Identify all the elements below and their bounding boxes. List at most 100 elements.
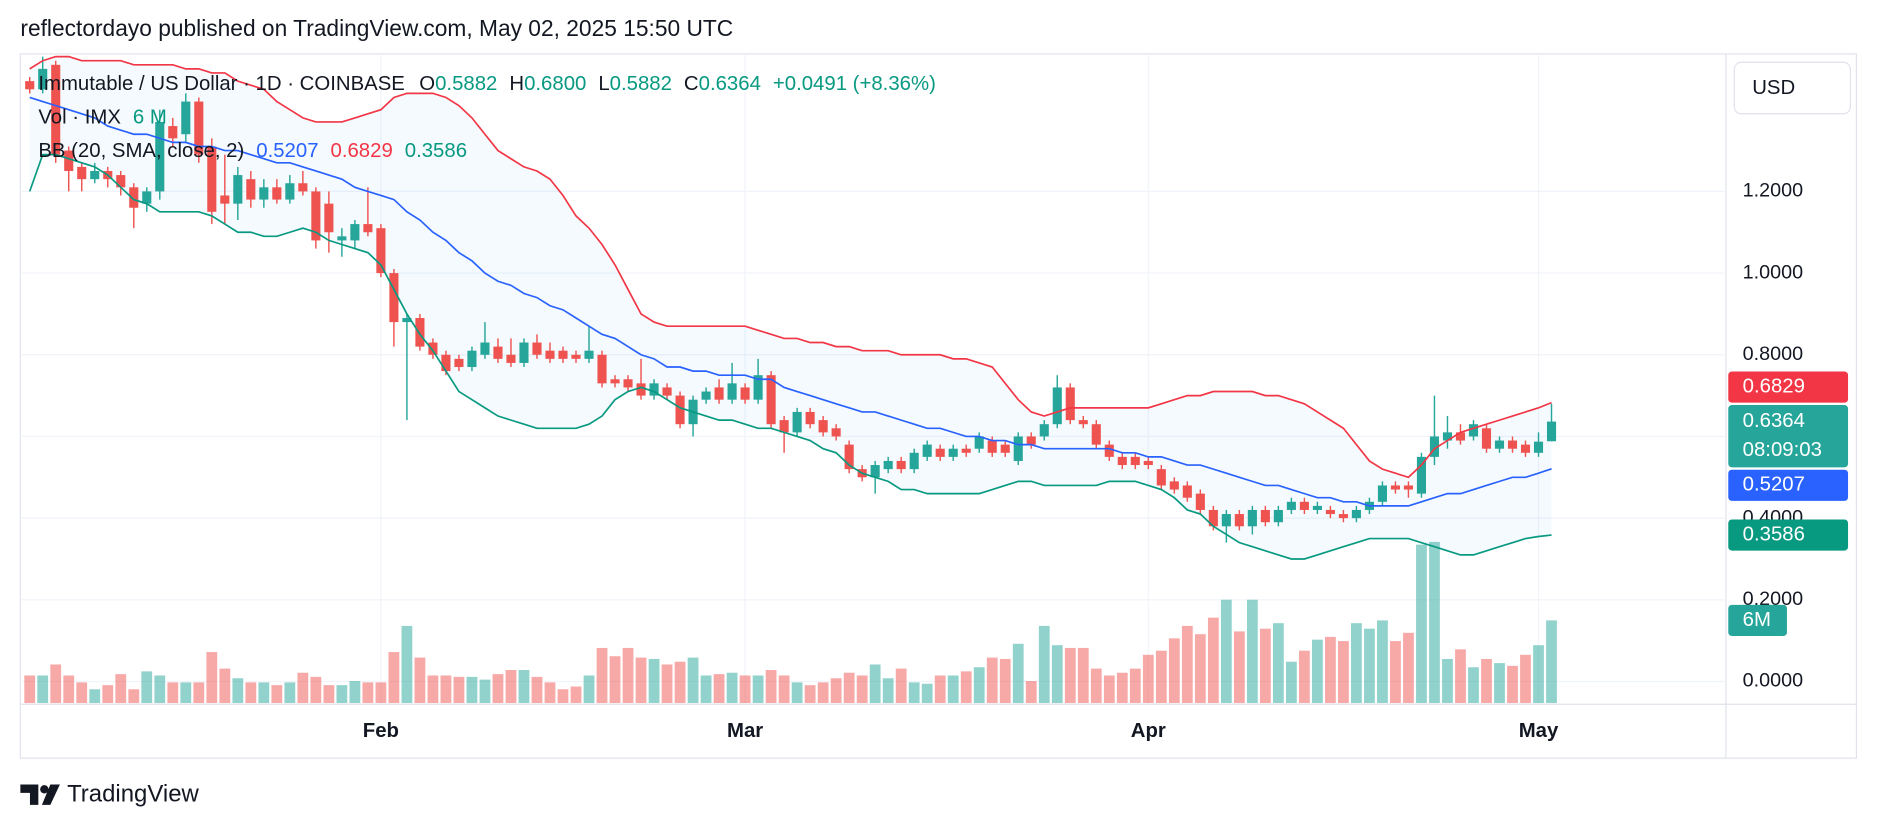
candle-body	[818, 420, 828, 433]
price-badge	[1728, 405, 1849, 468]
volume-bar	[726, 672, 738, 704]
volume-bar	[1429, 541, 1440, 704]
candle-body	[740, 387, 750, 400]
volume-bar	[1494, 663, 1505, 704]
currency-label[interactable]: USD	[1752, 77, 1795, 99]
candle-body	[831, 428, 841, 437]
candle-body	[1533, 441, 1544, 453]
volume-bar	[1259, 628, 1271, 704]
y-tick-label: 0.2000	[1743, 588, 1803, 610]
volume-bar	[492, 674, 504, 704]
candle-body	[519, 342, 529, 363]
volume-bar	[765, 669, 777, 704]
y-tick-label: 0.8000	[1743, 343, 1803, 365]
volume-bar	[193, 682, 205, 704]
volume-bar	[700, 675, 712, 704]
volume-bar	[661, 664, 673, 704]
volume-bar	[206, 652, 218, 704]
candle-body	[987, 440, 997, 453]
volume-bar	[1507, 665, 1518, 704]
candle-body	[454, 358, 464, 368]
volume-bar	[141, 671, 153, 704]
candle-body	[402, 318, 412, 323]
candle-body	[155, 121, 165, 192]
volume-bar	[856, 675, 868, 704]
volume-bar	[648, 658, 660, 704]
currency-button[interactable]	[1733, 61, 1852, 115]
price-badge	[1728, 519, 1849, 551]
volume-bar	[271, 685, 283, 704]
volume-bar	[89, 689, 101, 704]
candle-body	[1416, 456, 1427, 494]
candle-body	[1234, 514, 1244, 527]
candle-body	[389, 273, 399, 323]
candle-body	[1299, 501, 1309, 510]
indicator-value: 0.5207	[256, 140, 318, 162]
candle-body	[1325, 509, 1335, 515]
price-badge-label: 0.6829	[1743, 375, 1805, 397]
volume-bar	[1403, 632, 1414, 704]
price-badge	[1728, 371, 1849, 403]
candle-body	[116, 175, 126, 188]
candle-body	[1546, 421, 1557, 442]
candle-body	[766, 375, 776, 425]
volume-bar	[921, 683, 933, 704]
candle-body	[922, 444, 932, 457]
volume-bar	[1181, 625, 1193, 704]
candle-body	[246, 179, 256, 200]
candle-body	[1494, 440, 1505, 449]
candle-body	[844, 444, 854, 470]
candle-body	[259, 187, 269, 200]
candle-body	[1260, 509, 1270, 523]
candle-body	[311, 191, 321, 241]
volume-bar	[908, 682, 920, 704]
volume-bar	[1012, 643, 1024, 704]
candle-body	[1104, 444, 1114, 457]
volume-bar	[1455, 649, 1466, 704]
volume-bar	[479, 679, 491, 704]
volume-bar	[947, 675, 959, 704]
volume-bar	[1299, 650, 1310, 704]
volume-bar	[1155, 650, 1167, 704]
candle-body	[870, 465, 880, 478]
candle-body	[584, 350, 594, 359]
volume-bar	[518, 669, 530, 704]
volume-bar	[1272, 623, 1284, 704]
candle-body	[51, 64, 61, 155]
candle-body	[1221, 514, 1231, 527]
candle-body	[532, 342, 542, 355]
candle-body	[38, 68, 48, 90]
x-tick-label: Feb	[363, 720, 399, 742]
candle-body	[467, 350, 477, 368]
volume-bar	[934, 675, 946, 704]
candle-body	[415, 318, 425, 347]
volume-bar	[440, 675, 452, 704]
volume-bar	[1325, 636, 1336, 704]
volume-bar	[960, 671, 972, 704]
candle-body	[493, 346, 503, 359]
candle-body	[727, 383, 737, 400]
price-badge-label: 0.5207	[1743, 474, 1805, 496]
volume-bar	[115, 674, 127, 704]
candle-body	[675, 395, 685, 425]
volume-bar	[973, 667, 985, 704]
volume-bar	[1025, 681, 1037, 704]
x-tick-label: Mar	[727, 720, 763, 742]
candle-body	[1169, 481, 1179, 490]
volume-bar	[752, 675, 764, 704]
volume-bar	[1142, 654, 1154, 704]
volume-bar	[1377, 620, 1388, 704]
volume-bar	[1129, 668, 1141, 704]
candle-body	[506, 354, 516, 363]
band-line	[29, 55, 1552, 479]
candle-body	[1039, 424, 1049, 437]
volume-bar	[531, 676, 543, 704]
volume-bar	[817, 682, 829, 704]
ohlc-value: 0.5882	[435, 73, 497, 95]
volume-bar	[830, 678, 842, 704]
volume-bar	[843, 672, 855, 704]
candle-body	[220, 195, 230, 204]
volume-bar	[1207, 617, 1219, 704]
